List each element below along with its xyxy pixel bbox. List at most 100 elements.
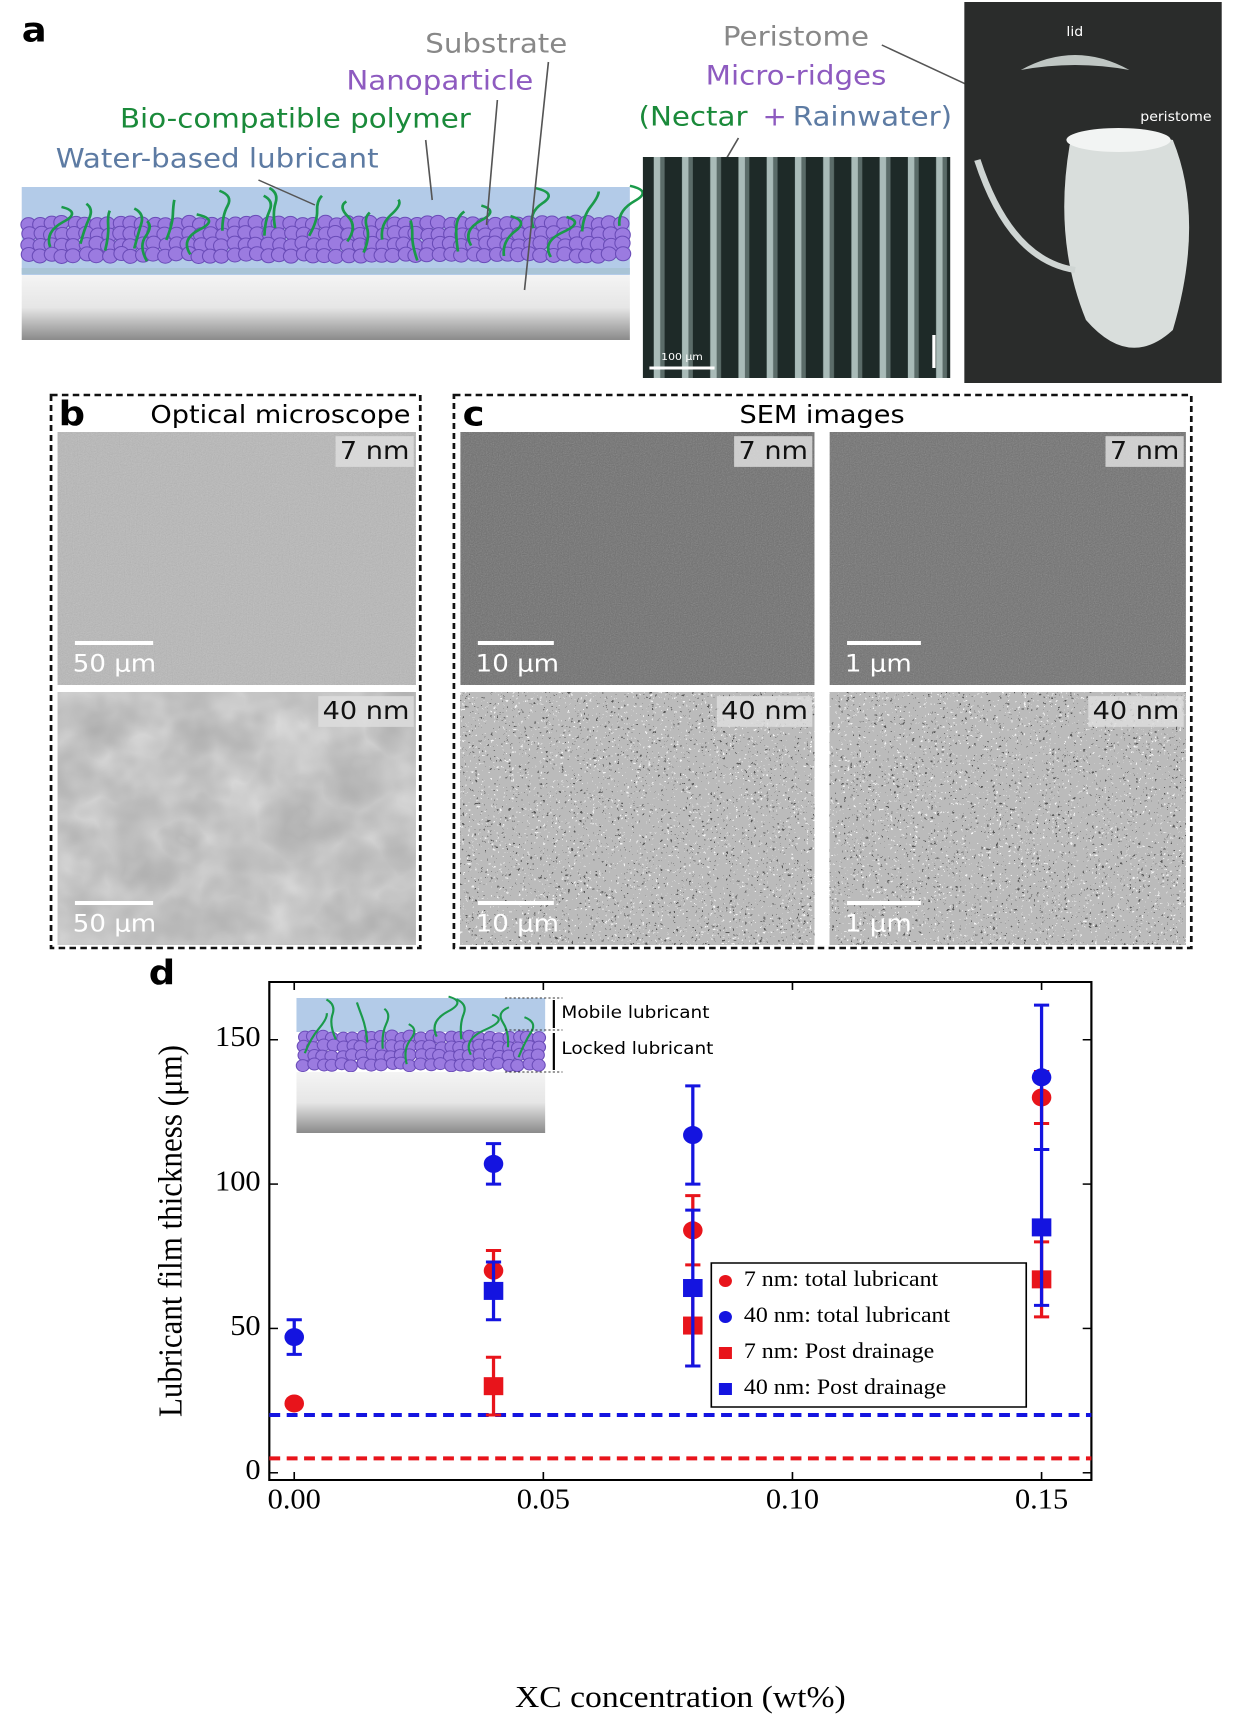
nanoparticle [600,246,618,262]
polymer-chain [517,1016,535,1058]
x-tick-label: 0.15 [1015,1484,1068,1515]
polymer-chain [546,215,577,258]
polymer-chain [380,198,401,240]
polymer-chain [467,1013,500,1056]
nanoparticle [343,1059,358,1073]
data-point [483,1154,504,1173]
polymer-chain [381,1007,390,1049]
x-tick-label: 0.00 [268,1484,321,1515]
micrograph-texture [829,692,1186,945]
pitcher-drawing [974,55,1190,348]
inset-substrate [296,1072,546,1133]
micrograph-texture [57,432,416,685]
data-point [1031,1218,1052,1237]
polymer-chain [341,200,355,243]
micrograph-texture [460,692,815,945]
size-tag-bg [716,696,813,727]
legend-marker [718,1347,732,1359]
nanoparticle [295,1059,310,1073]
y-tick-label: 0 [245,1455,260,1486]
polymer-chain [499,1006,510,1048]
data-point [483,1377,504,1396]
polymer-label: Bio-compatible polymer [120,103,471,135]
micrograph-texture [829,432,1186,685]
lubricant-label: Water-based lubricant [56,143,379,175]
inset-particles [295,1029,547,1073]
nanoparticle [384,247,401,263]
data-point [284,1394,305,1413]
size-tag: 7 nm [340,437,410,466]
nanoparticle [373,1058,389,1072]
size-tag: 40 nm [1093,697,1180,726]
data-point [1031,1068,1052,1087]
size-tag-bg [335,436,414,467]
y-tick-label: 150 [215,1022,261,1053]
polymer-chain [47,205,74,248]
substrate [21,275,630,340]
size-tag: 40 nm [721,697,808,726]
inset-label: Locked lubricant [561,1039,713,1058]
y-tick-label: 50 [230,1311,260,1342]
size-tag-bg [318,696,414,727]
plot-frame [268,981,1093,1481]
panel-frame [452,393,1193,950]
nanoparticle [510,1059,525,1073]
polymer-chain [262,194,273,236]
micrograph-texture [460,432,815,685]
nanoparticle-label: Nanoparticle [346,65,533,97]
panel-title: Optical microscope [150,401,410,430]
size-tag-bg [1088,696,1184,727]
nanoparticle [531,1058,546,1072]
micro-ridges-label: Micro-ridges [706,60,887,92]
size-tag: 7 nm [1110,437,1180,466]
rainwater-label: Rainwater) [793,101,952,133]
x-tick-label: 0.05 [517,1484,570,1515]
polymer-chain [502,214,523,257]
polymer-chain [79,202,93,245]
nanoparticle [88,248,105,264]
legend-label: 40 nm: Post drainage [744,1375,946,1399]
legend-box [710,1262,1028,1408]
data-point [284,1328,305,1347]
photo-label: peristome [1140,109,1211,124]
data-point [483,1281,504,1300]
scale-bar-label: 50 μm [73,650,156,678]
nanoparticle [213,248,230,264]
scale-bar-label: 1 μm [845,910,912,938]
scale-bar-label: 10 μm [476,650,559,678]
x-tick-label: 0.10 [766,1484,819,1515]
polymer-chain [303,1013,328,1054]
legend-label: 40 nm: total lubricant [744,1303,951,1327]
thin-layer [21,268,630,274]
polymer-chain [132,207,144,249]
data-point [683,1279,703,1298]
polymer-chain [455,998,466,1040]
polymer-chain [325,998,337,1040]
substrate-label: Substrate [425,28,567,60]
legend-label: 7 nm: Post drainage [744,1339,934,1363]
polymer-chain [433,995,459,1037]
polymer-chain [404,1023,416,1065]
nanoparticle-layer [20,214,632,264]
scale-bar-label: 10 μm [476,910,559,938]
polymer-chain [454,210,466,252]
legend-marker [718,1275,732,1287]
legend-marker [718,1311,732,1323]
sem-ridges-image [642,157,951,378]
polymer-chain [617,184,644,227]
panel-label: b [59,395,85,434]
inset-polymers [303,995,535,1065]
legend-label: 7 nm: total lubricant [744,1267,939,1291]
size-tag: 7 nm [738,437,808,466]
y-tick-label: 100 [215,1167,261,1198]
size-tag-bg [734,436,813,467]
polymer-chain [218,189,231,231]
nanoparticle [614,246,632,262]
size-tag-bg [1105,436,1184,467]
panel-frame [49,393,422,950]
inset-label: Mobile lubricant [561,1003,709,1022]
polymer-chain [409,220,419,261]
polymer-chain [268,186,278,229]
panel-label: a [22,11,47,50]
